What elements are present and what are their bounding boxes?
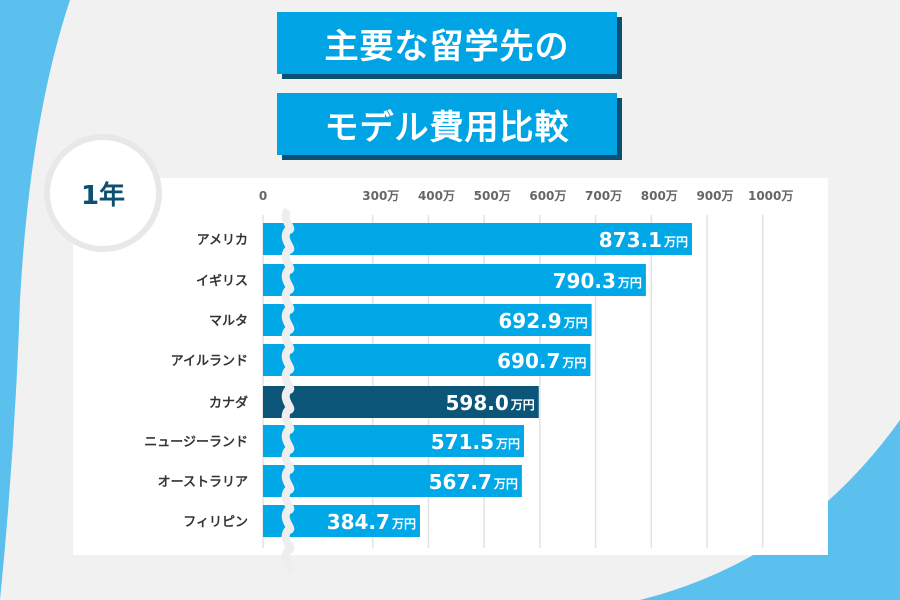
data-label: 690.7 xyxy=(497,349,560,373)
bar xyxy=(263,344,591,376)
category-label: イギリス xyxy=(196,273,248,289)
category-label: フィリピン xyxy=(183,515,248,530)
x-tick-label: 0 xyxy=(259,189,267,203)
category-label: ニュージーランド xyxy=(144,435,248,450)
x-tick-label: 400万 xyxy=(418,189,455,203)
x-tick-label: 600万 xyxy=(529,189,566,203)
unit-label: 万円 xyxy=(617,276,642,290)
title-line-1: 主要な留学先の xyxy=(277,12,617,74)
unit-label: 万円 xyxy=(510,398,535,412)
x-tick-label: 500万 xyxy=(474,189,511,203)
bar xyxy=(263,465,522,497)
bar xyxy=(263,304,592,336)
data-label: 384.7 xyxy=(327,510,390,534)
bar xyxy=(263,425,525,457)
category-label: カナダ xyxy=(209,395,248,411)
bar xyxy=(263,386,539,418)
category-label: マルタ xyxy=(209,314,248,329)
unit-label: 万円 xyxy=(663,235,688,249)
unit-label: 万円 xyxy=(563,316,588,330)
category-label: アメリカ xyxy=(197,233,248,248)
category-label: オーストラリア xyxy=(158,475,248,490)
bar xyxy=(263,223,692,255)
category-label: アイルランド xyxy=(171,354,248,369)
unit-label: 万円 xyxy=(561,356,586,370)
data-label: 567.7 xyxy=(429,470,492,494)
x-tick-label: 800万 xyxy=(641,189,678,203)
x-tick-label: 900万 xyxy=(696,189,733,203)
decor-arc-top-left xyxy=(0,0,70,600)
data-label: 873.1 xyxy=(599,228,662,252)
data-label: 692.9 xyxy=(498,309,561,333)
unit-label: 万円 xyxy=(495,437,520,451)
unit-label: 万円 xyxy=(493,477,518,491)
x-tick-label: 300万 xyxy=(362,189,399,203)
axis-break-icon xyxy=(281,207,295,574)
data-label: 571.5 xyxy=(431,430,494,454)
x-tick-label: 700万 xyxy=(585,189,622,203)
data-label: 598.0 xyxy=(446,391,509,415)
data-label: 790.3 xyxy=(553,269,616,293)
unit-label: 万円 xyxy=(391,517,416,531)
bar xyxy=(263,264,646,296)
period-badge: 1年 xyxy=(50,140,156,246)
title-line-2: モデル費用比較 xyxy=(277,93,617,155)
decor-arc-bottom-right xyxy=(640,420,900,600)
x-tick-label: 1000万 xyxy=(748,189,793,203)
